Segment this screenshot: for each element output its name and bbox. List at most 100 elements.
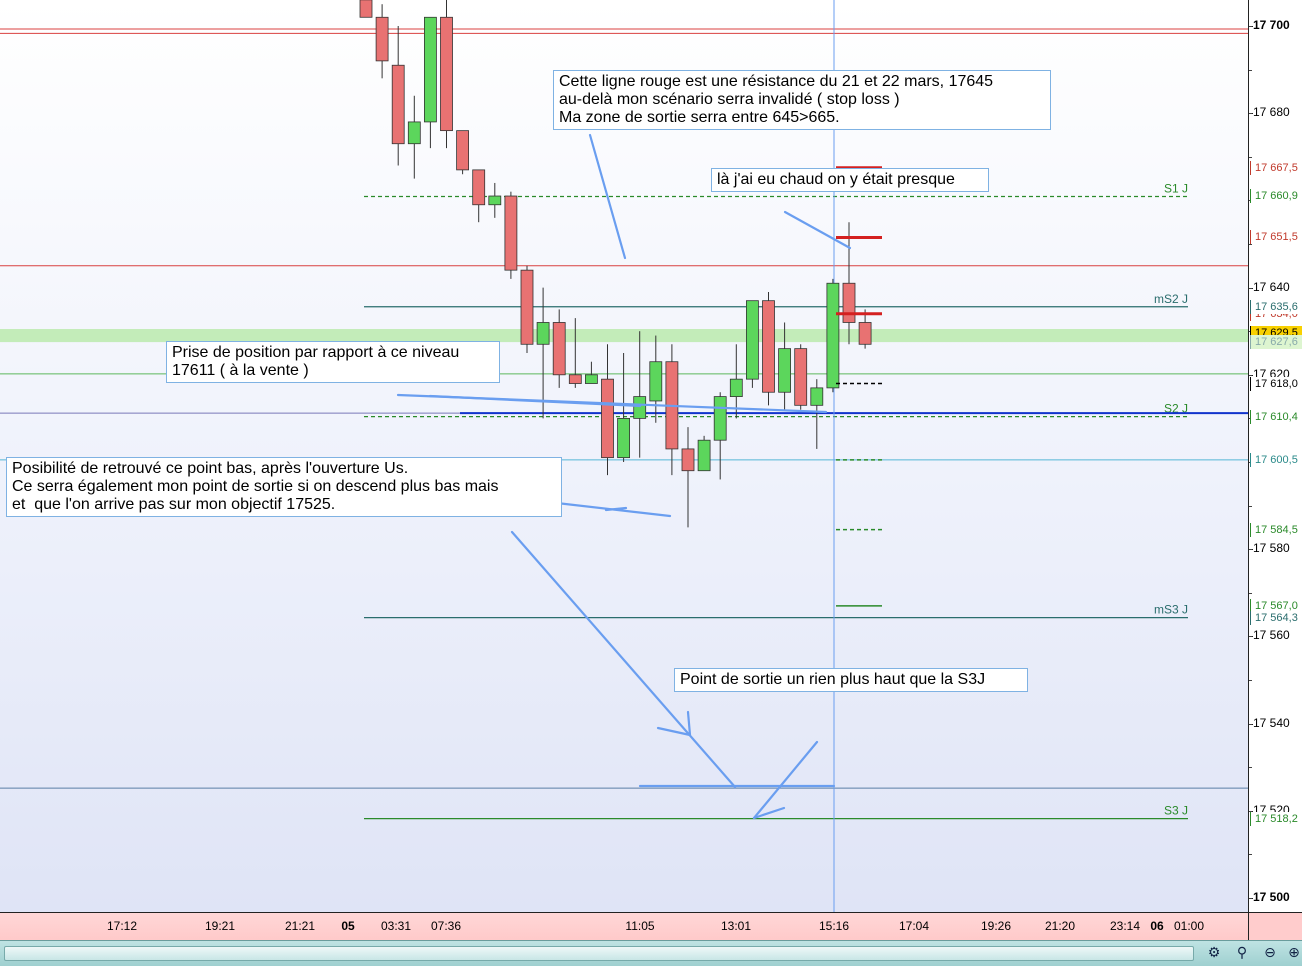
annotation-stroke-1: [783, 210, 852, 250]
annotation-stroke-7: [656, 726, 692, 737]
time-axis[interactable]: 17:12 19:21 21:21 05 03:31 07:36 11:05 13:01 15:…: [0, 912, 1248, 941]
price-band: [0, 329, 1248, 343]
price-tick-4: 17 580: [1253, 541, 1290, 556]
time-tick-10: 19:26: [980, 919, 1012, 933]
note-resistance[interactable]: Cette ligne rouge est une résistance du …: [553, 70, 1051, 130]
candle-body-20: [681, 448, 695, 472]
candle-body-12: [552, 322, 566, 376]
price-minor-tick: [1249, 505, 1252, 507]
price-tag-7: 17 584,5: [1250, 522, 1302, 537]
axis-corner: [1248, 912, 1302, 941]
pivot-label-0: S1 J: [1164, 181, 1188, 195]
time-tick-4: 03:31: [380, 919, 412, 933]
candle-body-4: [423, 16, 437, 123]
candle-body-0: [359, 0, 373, 18]
time-tick-7: 13:01: [720, 919, 752, 933]
price-tag-5: 17 618,0: [1250, 376, 1302, 391]
price-minor-tick: [1249, 767, 1252, 769]
candle-body-7: [472, 169, 486, 206]
price-minor-tick: [1249, 244, 1252, 245]
price-axis[interactable]: 17 700 17 680 17 640 17 620 17 580 17 560 17 5…: [1248, 0, 1302, 912]
price-minor-tick: [1249, 592, 1252, 594]
candle-body-27: [794, 348, 808, 406]
time-tick-2: 21:21: [284, 919, 316, 933]
note-posibilite[interactable]: Posibilité de retrouvé ce point bas, apr…: [6, 457, 562, 517]
candle-body-25: [762, 300, 775, 393]
magnifier-area-icon[interactable]: ⚲: [1236, 945, 1248, 961]
price-tag-6: 17 600,5: [1250, 452, 1302, 467]
annotation-stroke-3: [428, 394, 642, 408]
candle-body-8: [488, 195, 502, 206]
price-tag-9: 17 660,9: [1250, 189, 1302, 204]
time-tick-3: 05: [341, 919, 355, 933]
note-prise-position[interactable]: Prise de position par rapport à ce nivea…: [166, 341, 500, 383]
note-point-sortie[interactable]: Point de sortie un rien plus haut que la…: [674, 668, 1028, 692]
price-tick-0: 17 700: [1253, 18, 1290, 32]
price-minor-tick: [1249, 854, 1252, 856]
candle-body-28: [810, 387, 824, 406]
price-minor-tick: [1249, 680, 1252, 681]
pivot-label-1: mS2 J: [1154, 292, 1188, 306]
candle-body-14: [585, 374, 598, 384]
price-tick-1: 17 680: [1253, 105, 1290, 120]
price-minor-tick: [1249, 113, 1252, 115]
time-tick-13: 06: [1150, 919, 1164, 933]
time-tick-0: 17:12: [106, 919, 138, 933]
candle-body-13: [568, 374, 582, 384]
time-tick-11: 21:20: [1044, 919, 1076, 933]
price-tick-2: 17 640: [1253, 279, 1290, 294]
pivot-label-2: S2 J: [1164, 402, 1188, 416]
time-tick-1: 19:21: [204, 919, 236, 933]
price-tag-0: 17 667,5: [1250, 160, 1302, 175]
price-tag-4: 17 627,6: [1250, 334, 1302, 349]
price-tick-6: 17 540: [1253, 715, 1290, 730]
price-minor-tick: [1249, 549, 1252, 551]
price-tag-12: 17 564,3: [1250, 610, 1302, 625]
time-tick-5: 07:36: [430, 919, 462, 933]
time-tick-8: 15:16: [818, 919, 850, 933]
pivot-label-4: S3 J: [1164, 804, 1188, 818]
price-minor-tick: [1249, 723, 1252, 725]
price-minor-tick: [1249, 26, 1252, 27]
price-tag-8: 17 567,0: [1250, 598, 1302, 613]
annotation-stroke-9: [752, 740, 819, 820]
pivot-label-3: mS3 J: [1154, 603, 1188, 617]
annotation-stroke-6: [510, 530, 737, 789]
candle-body-22: [713, 396, 727, 441]
price-tag-10: 17 635,6: [1250, 299, 1302, 314]
candle-body-11: [536, 322, 550, 345]
price-minor-tick: [1249, 374, 1252, 376]
candle-body-3: [407, 121, 421, 145]
candle-body-23: [729, 378, 743, 398]
price-tag-11: 17 610,4: [1250, 409, 1302, 424]
candle-body-29: [826, 282, 840, 389]
zoom-out-icon[interactable]: ⊖: [1264, 945, 1276, 961]
price-tag-1: 17 651,5: [1250, 230, 1302, 245]
candle-body-1: [375, 16, 389, 62]
price-minor-tick: [1249, 156, 1252, 158]
chart-settings-icon[interactable]: ⚙: [1207, 945, 1221, 961]
candle-body-31: [858, 322, 872, 345]
note-chaud[interactable]: là j'ai eu chaud on y était presque: [711, 168, 989, 192]
candle-body-9: [504, 195, 518, 271]
horizontal-scrollbar[interactable]: [4, 946, 1194, 961]
price-tick-5: 17 560: [1253, 628, 1290, 643]
chart-plot-area[interactable]: S1 J mS2 J S2 J mS3 J S3 J Cette ligne rouge…: [0, 0, 1248, 912]
candle-body-17: [633, 396, 647, 419]
time-tick-9: 17:04: [898, 919, 930, 933]
candle-body-10: [520, 269, 534, 345]
time-tick-14: 01:00: [1173, 919, 1205, 933]
price-minor-tick: [1249, 898, 1252, 899]
candlestick-chart: S1 J mS2 J S2 J mS3 J S3 J: [0, 0, 1248, 912]
candle-body-18: [649, 361, 663, 402]
candle-body-30: [842, 282, 856, 323]
price-minor-tick: [1249, 636, 1252, 638]
time-tick-12: 23:14: [1109, 919, 1141, 933]
candle-body-16: [617, 417, 630, 459]
candle-body-15: [601, 378, 614, 459]
time-tick-6: 11:05: [625, 919, 655, 933]
zoom-in-icon[interactable]: ⊕: [1288, 945, 1300, 961]
annotation-stroke-8: [686, 710, 692, 737]
candle-body-5: [440, 16, 453, 132]
candle-body-24: [746, 300, 759, 380]
